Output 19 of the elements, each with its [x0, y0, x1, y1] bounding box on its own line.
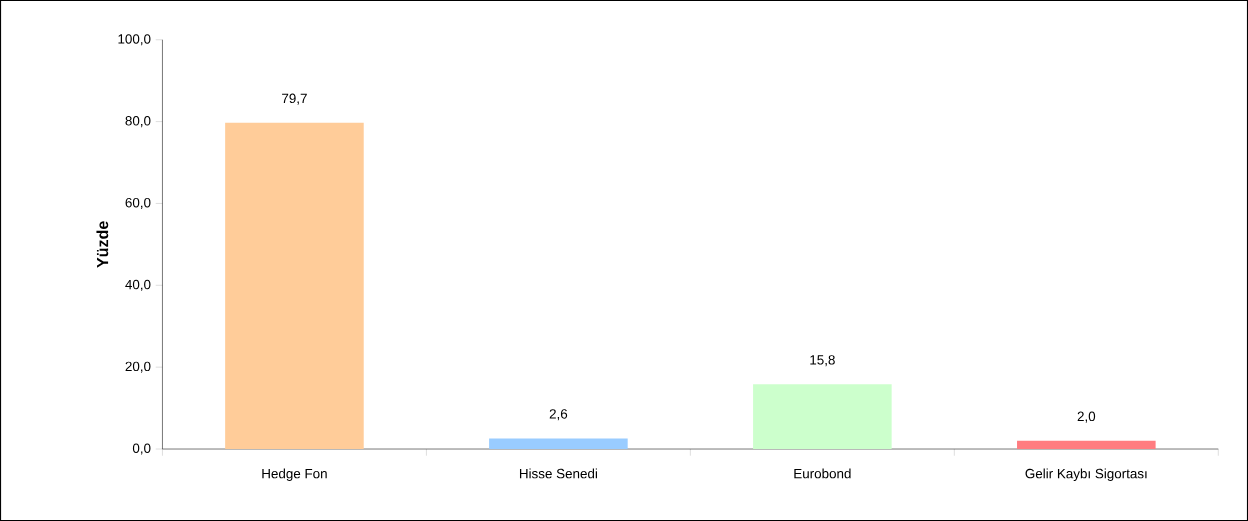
- bar: [1017, 440, 1156, 450]
- y-tick-label: 20,0: [125, 361, 151, 373]
- bar: [489, 438, 628, 450]
- bar: [225, 122, 364, 450]
- x-tick-label: Gelir Kaybı Sigortası: [1025, 468, 1147, 482]
- bar: [753, 384, 892, 450]
- y-tick-label: 40,0: [125, 279, 151, 291]
- data-label: 2,0: [1077, 411, 1096, 423]
- y-tick-label: 100,0: [118, 34, 151, 46]
- data-label: 79,7: [282, 93, 307, 105]
- y-tick-label: 60,0: [125, 197, 151, 210]
- y-axis-title: Yüzde: [96, 221, 109, 268]
- y-tick-label: 0,0: [132, 443, 151, 455]
- x-tick-label: Eurobond: [794, 468, 851, 479]
- y-tick-label: 80,0: [125, 116, 151, 128]
- data-label: 2,6: [549, 409, 568, 421]
- x-tick-label: Hisse Senedi: [519, 468, 597, 479]
- x-tick-label: Hedge Fon: [262, 468, 327, 482]
- data-label: 15,8: [810, 355, 835, 367]
